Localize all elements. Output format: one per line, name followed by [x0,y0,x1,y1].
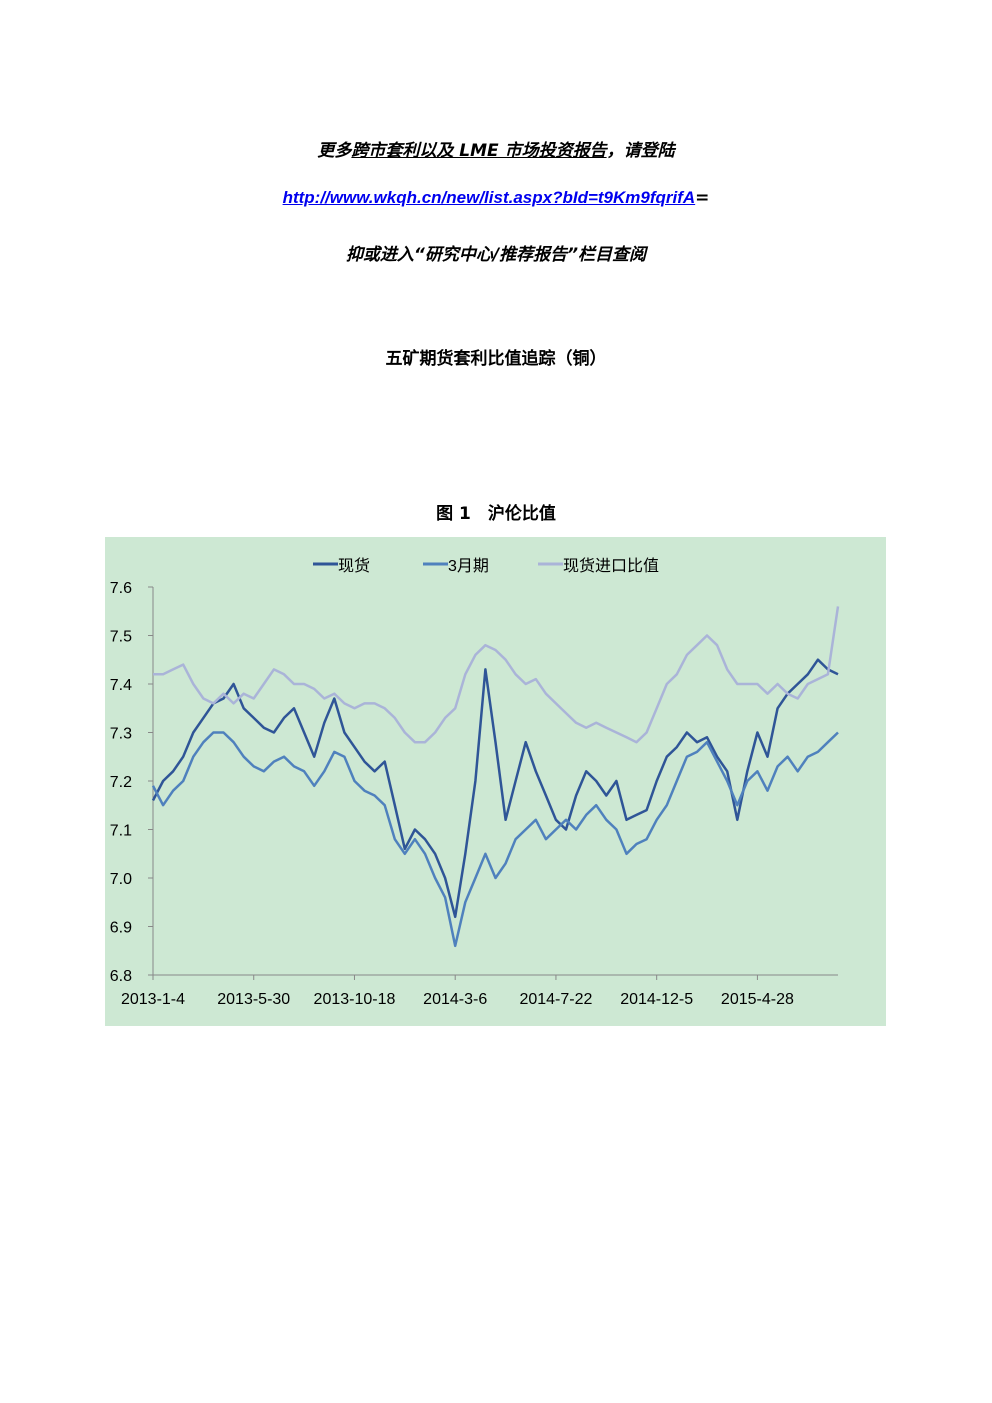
series-line [153,606,840,744]
y-tick-label: 7.6 [110,580,132,597]
y-tick-label: 6.9 [110,920,132,937]
legend-label: 现货 [338,557,370,575]
x-tick-label: 2013-1-4 [121,991,185,1008]
y-tick-label: 7.3 [110,726,132,743]
legend-label: 现货进口比值 [563,557,659,575]
y-tick-label: 7.4 [110,677,132,694]
link-suffix: = [695,188,710,208]
y-tick-label: 7.1 [110,823,132,840]
legend-label: 3月期 [448,557,489,575]
chart: 6.8 6.9 7.0 7.1 7.2 7.3 7.4 7.5 7.6 2013-1-4 2013-… [105,537,886,1026]
x-tick-label: 2014-7-22 [519,991,592,1008]
y-tick-label: 7.2 [110,774,132,791]
intro-line: 更多跨市套利以及 LME 市场投资报告，请登陆 [0,136,992,161]
series-line [151,658,839,919]
x-tick-label: 2013-5-30 [217,991,290,1008]
y-tick-label: 7.5 [110,629,132,646]
intro-pre: 更多 [317,141,352,161]
x-tick-label: 2015-4-28 [721,991,794,1008]
x-tick-label: 2014-12-5 [620,991,693,1008]
chart-background [105,537,886,1026]
y-tick-label: 6.8 [110,968,132,985]
line3: 抑或进入“研究中心/推荐报告”栏目查阅 [345,245,647,265]
link-line: http://www.wkqh.cn/new/list.aspx?bId=t9K… [0,188,992,208]
intro-post: ，请登陆 [606,141,675,161]
x-tick-label: 2013-10-18 [314,991,396,1008]
intro-underlined: 跨市套利以及 LME 市场投资报告 [351,141,607,161]
series-line [151,731,839,948]
heading: 五矿期货套利比值追踪（铜） [385,349,607,369]
y-tick-label: 7.0 [110,871,132,888]
figure-caption: 图 1 沪伦比值 [436,504,556,524]
x-tick-label: 2014-3-6 [423,991,487,1008]
link[interactable]: http://www.wkqh.cn/new/list.aspx?bId=t9K… [282,188,696,207]
